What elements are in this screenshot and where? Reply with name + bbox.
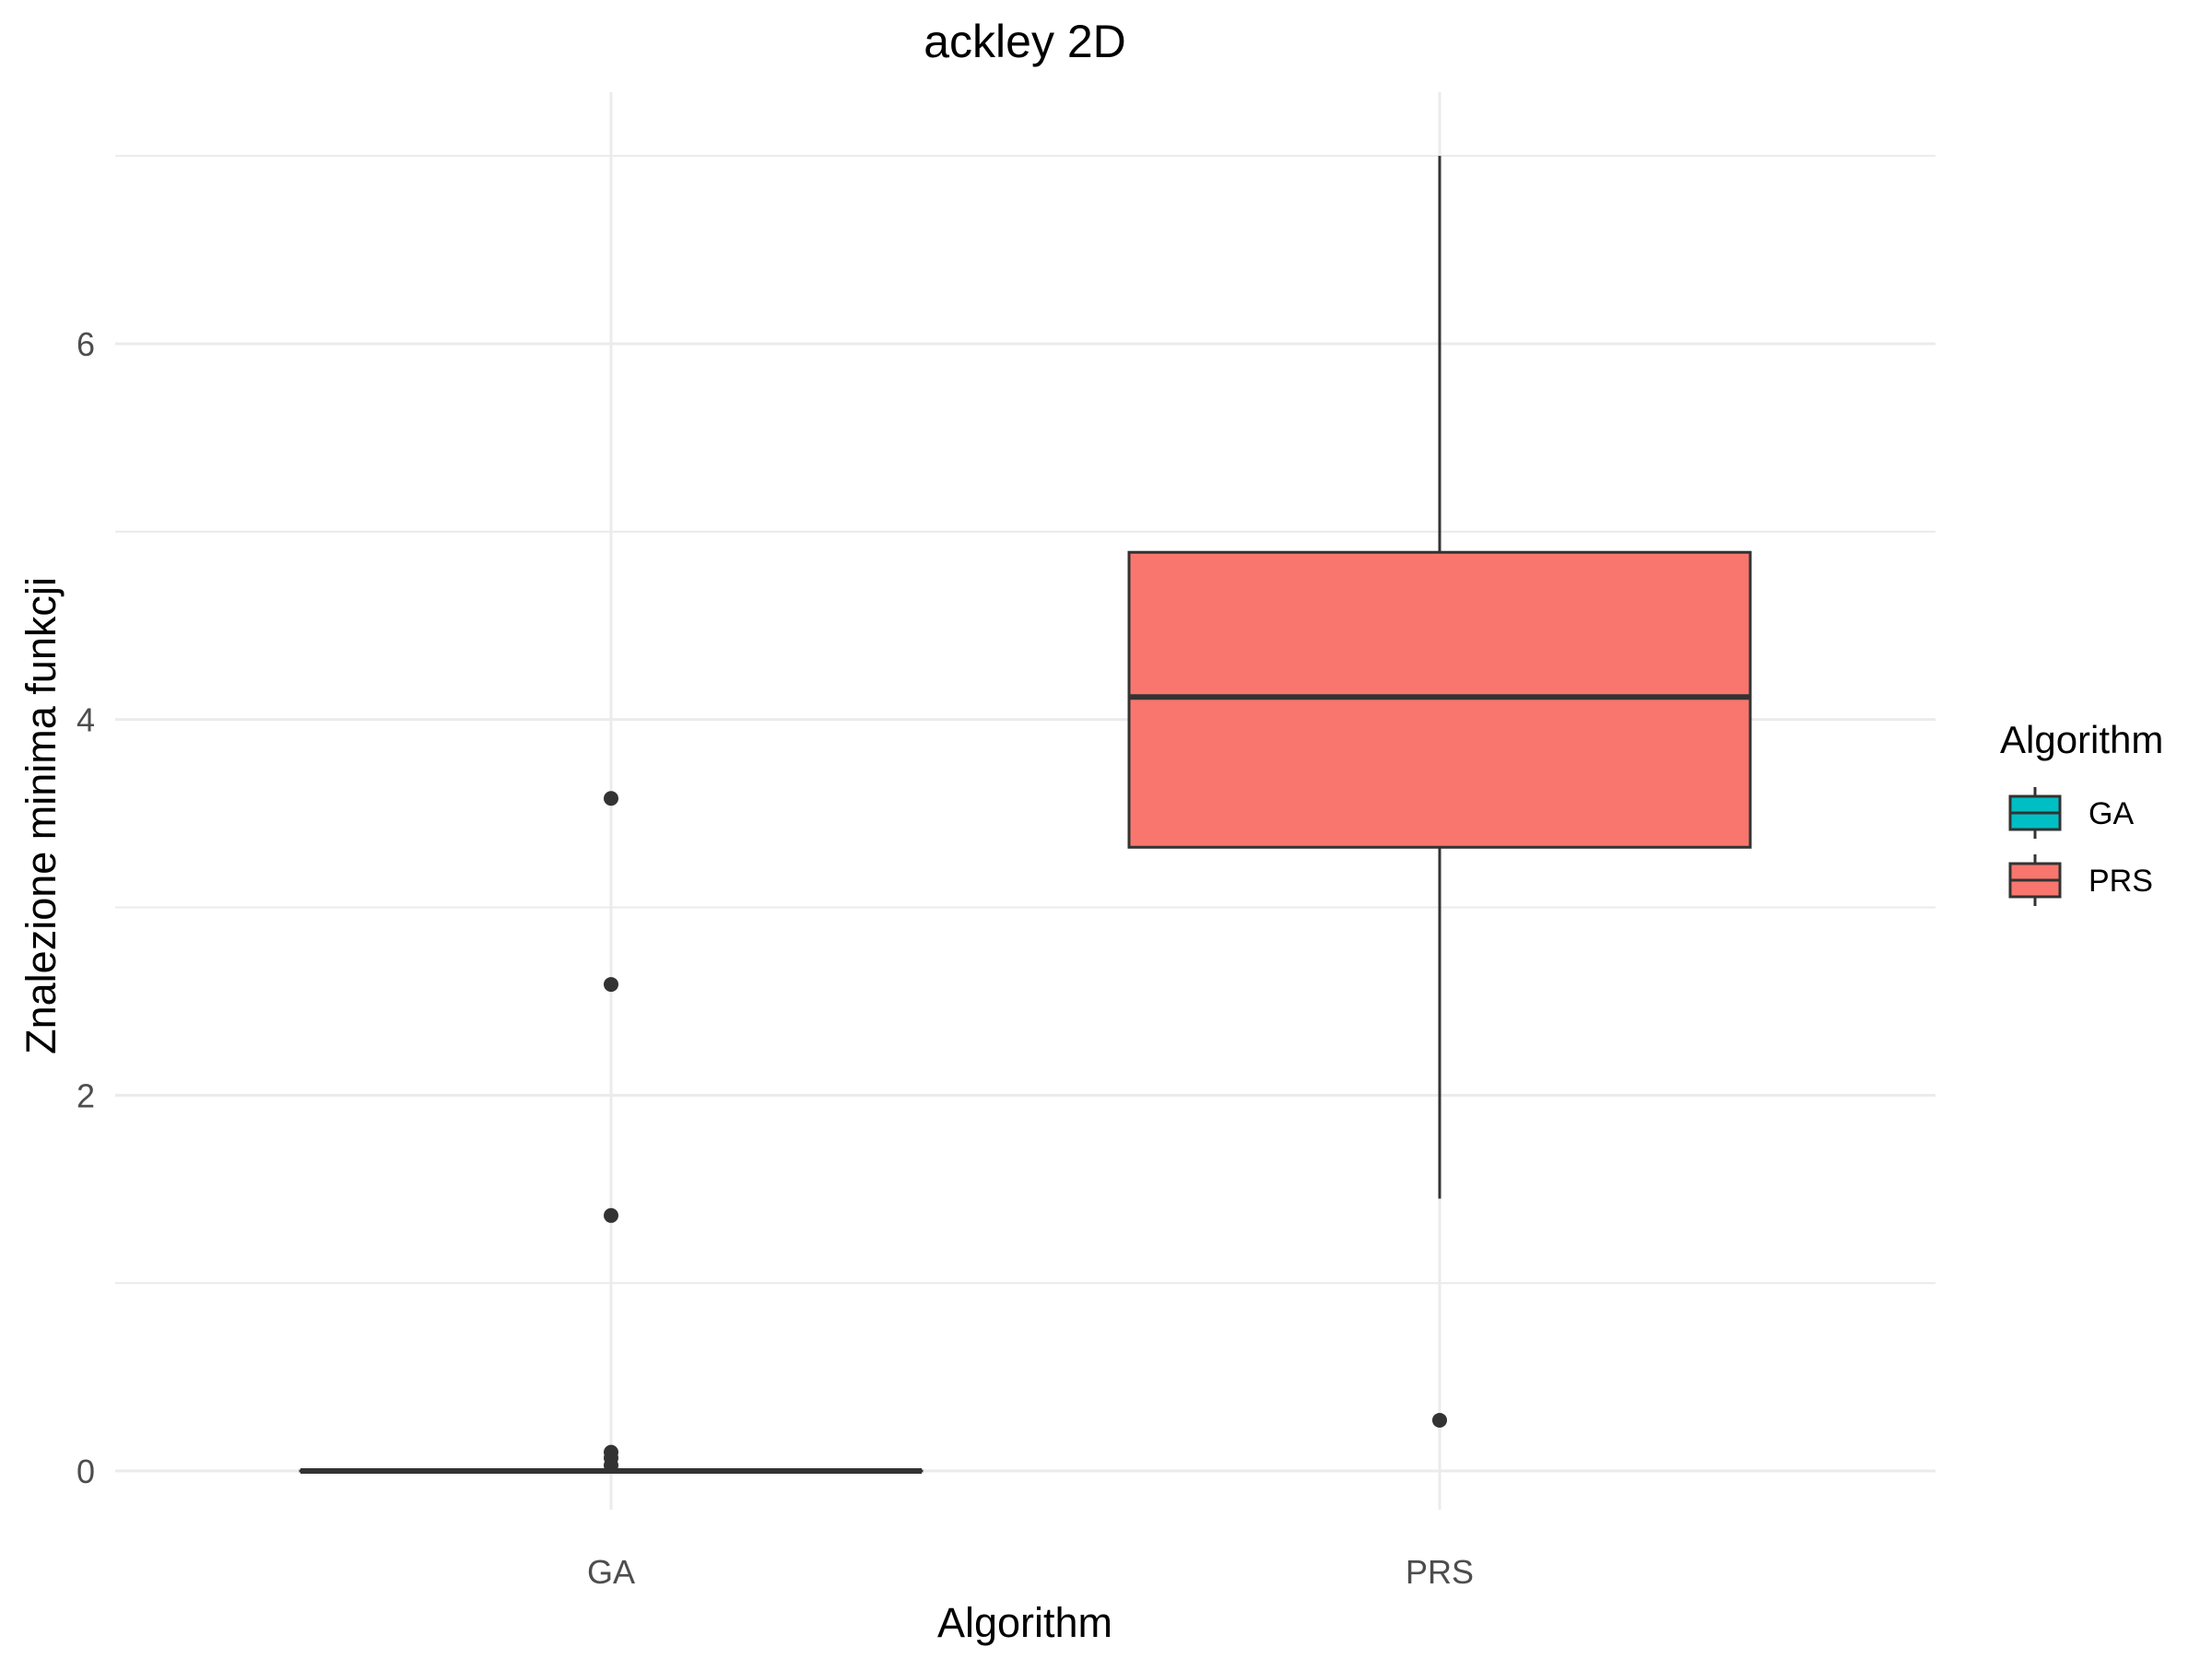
y-tick-label: 4 <box>76 701 95 739</box>
legend-item-ga: GA <box>2008 787 2134 839</box>
legend-title: Algorithm <box>2000 718 2163 761</box>
outlier-point <box>604 791 618 806</box>
legend: Algorithm GA PRS <box>2000 718 2163 906</box>
x-axis-ticks: GA PRS <box>587 1553 1474 1591</box>
x-tick-label: GA <box>587 1553 635 1591</box>
chart-title: ackley 2D <box>924 16 1126 67</box>
y-axis-title: Znalezione minima funkcji <box>18 577 65 1054</box>
legend-label: GA <box>2088 796 2134 831</box>
box-ga <box>299 791 924 1474</box>
y-tick-label: 0 <box>76 1453 95 1490</box>
boxes <box>299 156 1752 1474</box>
x-axis-title: Algorithm <box>937 1599 1112 1646</box>
x-tick-label: PRS <box>1406 1553 1474 1591</box>
outlier-point <box>604 1207 618 1223</box>
y-axis-ticks: 0 2 4 6 <box>76 325 95 1490</box>
y-tick-label: 2 <box>76 1077 95 1114</box>
outlier-point <box>604 977 618 993</box>
box-prs <box>1127 156 1752 1428</box>
legend-label: PRS <box>2088 864 2153 899</box>
box-body <box>1127 550 1752 849</box>
outlier-point <box>1432 1412 1447 1428</box>
legend-item-prs: PRS <box>2008 854 2153 906</box>
legend-items: GA PRS <box>2008 787 2153 906</box>
y-tick-label: 6 <box>76 325 95 363</box>
outlier-point <box>604 1457 618 1473</box>
